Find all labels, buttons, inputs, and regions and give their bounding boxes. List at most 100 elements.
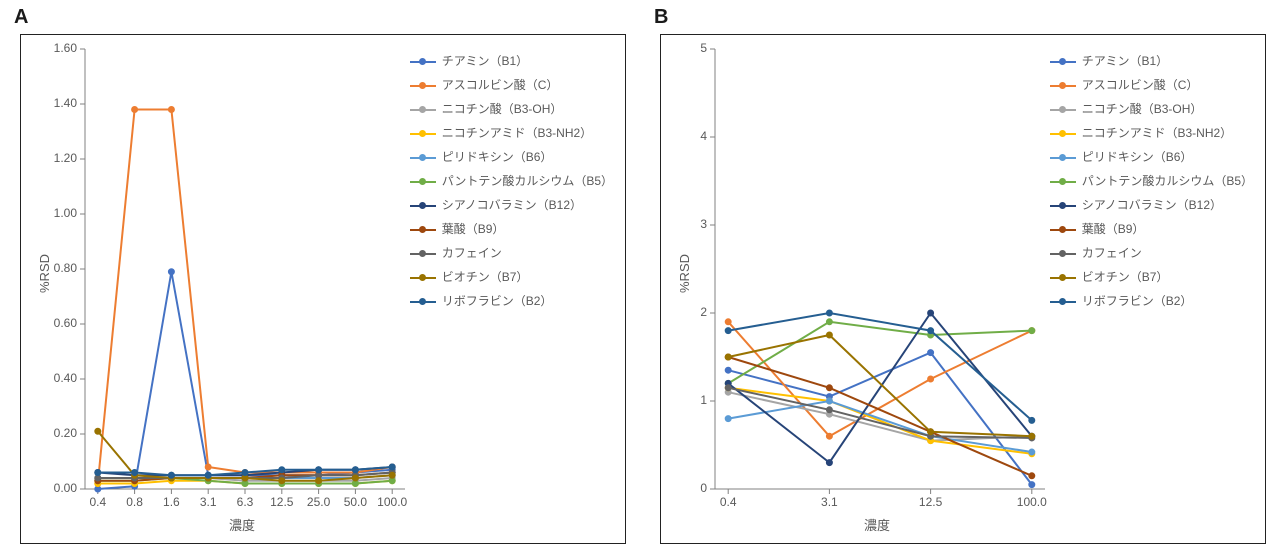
- panel-b-label: B: [654, 6, 668, 29]
- legend-swatch: [410, 202, 436, 209]
- legend-item-b9: 葉酸（B9）: [410, 217, 613, 241]
- xtick-label: 0.4: [80, 495, 116, 509]
- legend-swatch: [410, 274, 436, 281]
- ytick-label: 0: [700, 481, 707, 495]
- legend-item-b3o: ニコチン酸（B3-OH）: [410, 97, 613, 121]
- ytick-label: 3: [700, 217, 707, 231]
- legend-swatch: [1050, 298, 1076, 305]
- legend-item-b9: 葉酸（B9）: [1050, 217, 1253, 241]
- legend-label: パントテン酸カルシウム（B5）: [1082, 175, 1253, 187]
- legend-label: アスコルビン酸（C）: [1082, 79, 1199, 91]
- legend-item-caf: カフェイン: [410, 241, 613, 265]
- legend-swatch: [1050, 58, 1076, 65]
- legend-label: ビオチン（B7）: [1082, 271, 1169, 283]
- ytick-label: 1.20: [54, 151, 77, 165]
- legend-item-c: アスコルビン酸（C）: [1050, 73, 1253, 97]
- legend-label: チアミン（B1）: [442, 55, 528, 67]
- figure-wrap: A %RSD 濃度 チアミン（B1）アスコルビン酸（C）ニコチン酸（B3-OH）…: [0, 0, 1280, 554]
- legend-item-b12: シアノコバラミン（B12）: [410, 193, 613, 217]
- xtick-label: 3.1: [811, 495, 847, 509]
- legend-swatch: [410, 298, 436, 305]
- legend-swatch: [1050, 106, 1076, 113]
- legend-label: リボフラビン（B2）: [1082, 295, 1193, 307]
- ytick-label: 5: [700, 41, 707, 55]
- legend-label: ピリドキシン（B6）: [442, 151, 553, 163]
- legend-item-caf: カフェイン: [1050, 241, 1253, 265]
- panel-a-label: A: [14, 6, 28, 29]
- legend-swatch: [410, 82, 436, 89]
- xtick-label: 100.0: [374, 495, 410, 509]
- legend-label: アスコルビン酸（C）: [442, 79, 559, 91]
- legend-swatch: [410, 154, 436, 161]
- legend-label: リボフラビン（B2）: [442, 295, 553, 307]
- legend-label: パントテン酸カルシウム（B5）: [442, 175, 613, 187]
- xtick-label: 0.8: [117, 495, 153, 509]
- legend-swatch: [1050, 202, 1076, 209]
- legend-label: チアミン（B1）: [1082, 55, 1168, 67]
- legend-swatch: [410, 178, 436, 185]
- legend-label: ピリドキシン（B6）: [1082, 151, 1193, 163]
- legend-label: カフェイン: [1082, 247, 1142, 259]
- legend-label: ニコチン酸（B3-OH）: [1082, 103, 1203, 115]
- legend-swatch: [410, 130, 436, 137]
- legend-label: ビオチン（B7）: [442, 271, 529, 283]
- legend-swatch: [1050, 274, 1076, 281]
- chart-b-box: %RSD 濃度 チアミン（B1）アスコルビン酸（C）ニコチン酸（B3-OH）ニコ…: [660, 34, 1266, 544]
- ytick-label: 0.40: [54, 371, 77, 385]
- xtick-label: 50.0: [337, 495, 373, 509]
- legend-swatch: [1050, 178, 1076, 185]
- xtick-label: 1.6: [153, 495, 189, 509]
- legend-label: シアノコバラミン（B12）: [1082, 199, 1222, 211]
- legend-item-b1: チアミン（B1）: [410, 49, 613, 73]
- legend-swatch: [1050, 130, 1076, 137]
- legend-label: ニコチン酸（B3-OH）: [442, 103, 563, 115]
- legend-label: カフェイン: [442, 247, 502, 259]
- legend-item-b2: リボフラビン（B2）: [410, 289, 613, 313]
- xtick-label: 3.1: [190, 495, 226, 509]
- ytick-label: 0.60: [54, 316, 77, 330]
- xtick-label: 0.4: [710, 495, 746, 509]
- legend-item-b3n: ニコチンアミド（B3-NH2）: [410, 121, 613, 145]
- legend-label: ニコチンアミド（B3-NH2）: [442, 127, 592, 139]
- chart-a-legend: チアミン（B1） アスコルビン酸（C） ニコチン酸（B3-OH） ニコチンアミド（B3…: [410, 49, 613, 313]
- ytick-label: 4: [700, 129, 707, 143]
- chart-b-legend: チアミン（B1） アスコルビン酸（C） ニコチン酸（B3-OH） ニコチンアミド（B3…: [1050, 49, 1253, 313]
- xtick-label: 12.5: [913, 495, 949, 509]
- legend-swatch: [1050, 154, 1076, 161]
- legend-swatch: [410, 250, 436, 257]
- legend-swatch: [410, 226, 436, 233]
- panel-a: A %RSD 濃度 チアミン（B1）アスコルビン酸（C）ニコチン酸（B3-OH）…: [0, 0, 640, 554]
- chart-a-box: %RSD 濃度 チアミン（B1）アスコルビン酸（C）ニコチン酸（B3-OH）ニコ…: [20, 34, 626, 544]
- legend-label: ニコチンアミド（B3-NH2）: [1082, 127, 1232, 139]
- legend-item-c: アスコルビン酸（C）: [410, 73, 613, 97]
- legend-label: 葉酸（B9）: [442, 223, 505, 235]
- legend-item-b6: ピリドキシン（B6）: [410, 145, 613, 169]
- legend-item-b3n: ニコチンアミド（B3-NH2）: [1050, 121, 1253, 145]
- ytick-label: 1.00: [54, 206, 77, 220]
- legend-item-b2: リボフラビン（B2）: [1050, 289, 1253, 313]
- legend-item-b3o: ニコチン酸（B3-OH）: [1050, 97, 1253, 121]
- legend-label: シアノコバラミン（B12）: [442, 199, 582, 211]
- legend-swatch: [1050, 82, 1076, 89]
- legend-item-b5: パントテン酸カルシウム（B5）: [1050, 169, 1253, 193]
- legend-swatch: [1050, 250, 1076, 257]
- legend-label: 葉酸（B9）: [1082, 223, 1145, 235]
- legend-item-b7: ビオチン（B7）: [1050, 265, 1253, 289]
- ytick-label: 0.20: [54, 426, 77, 440]
- legend-item-b6: ピリドキシン（B6）: [1050, 145, 1253, 169]
- ytick-label: 1: [700, 393, 707, 407]
- legend-item-b5: パントテン酸カルシウム（B5）: [410, 169, 613, 193]
- legend-swatch: [410, 58, 436, 65]
- xtick-label: 6.3: [227, 495, 263, 509]
- ytick-label: 0.80: [54, 261, 77, 275]
- ytick-label: 1.40: [54, 96, 77, 110]
- xtick-label: 12.5: [264, 495, 300, 509]
- ytick-label: 0.00: [54, 481, 77, 495]
- legend-swatch: [1050, 226, 1076, 233]
- legend-swatch: [410, 106, 436, 113]
- ytick-label: 2: [700, 305, 707, 319]
- ytick-label: 1.60: [54, 41, 77, 55]
- legend-item-b1: チアミン（B1）: [1050, 49, 1253, 73]
- xtick-label: 25.0: [301, 495, 337, 509]
- legend-item-b12: シアノコバラミン（B12）: [1050, 193, 1253, 217]
